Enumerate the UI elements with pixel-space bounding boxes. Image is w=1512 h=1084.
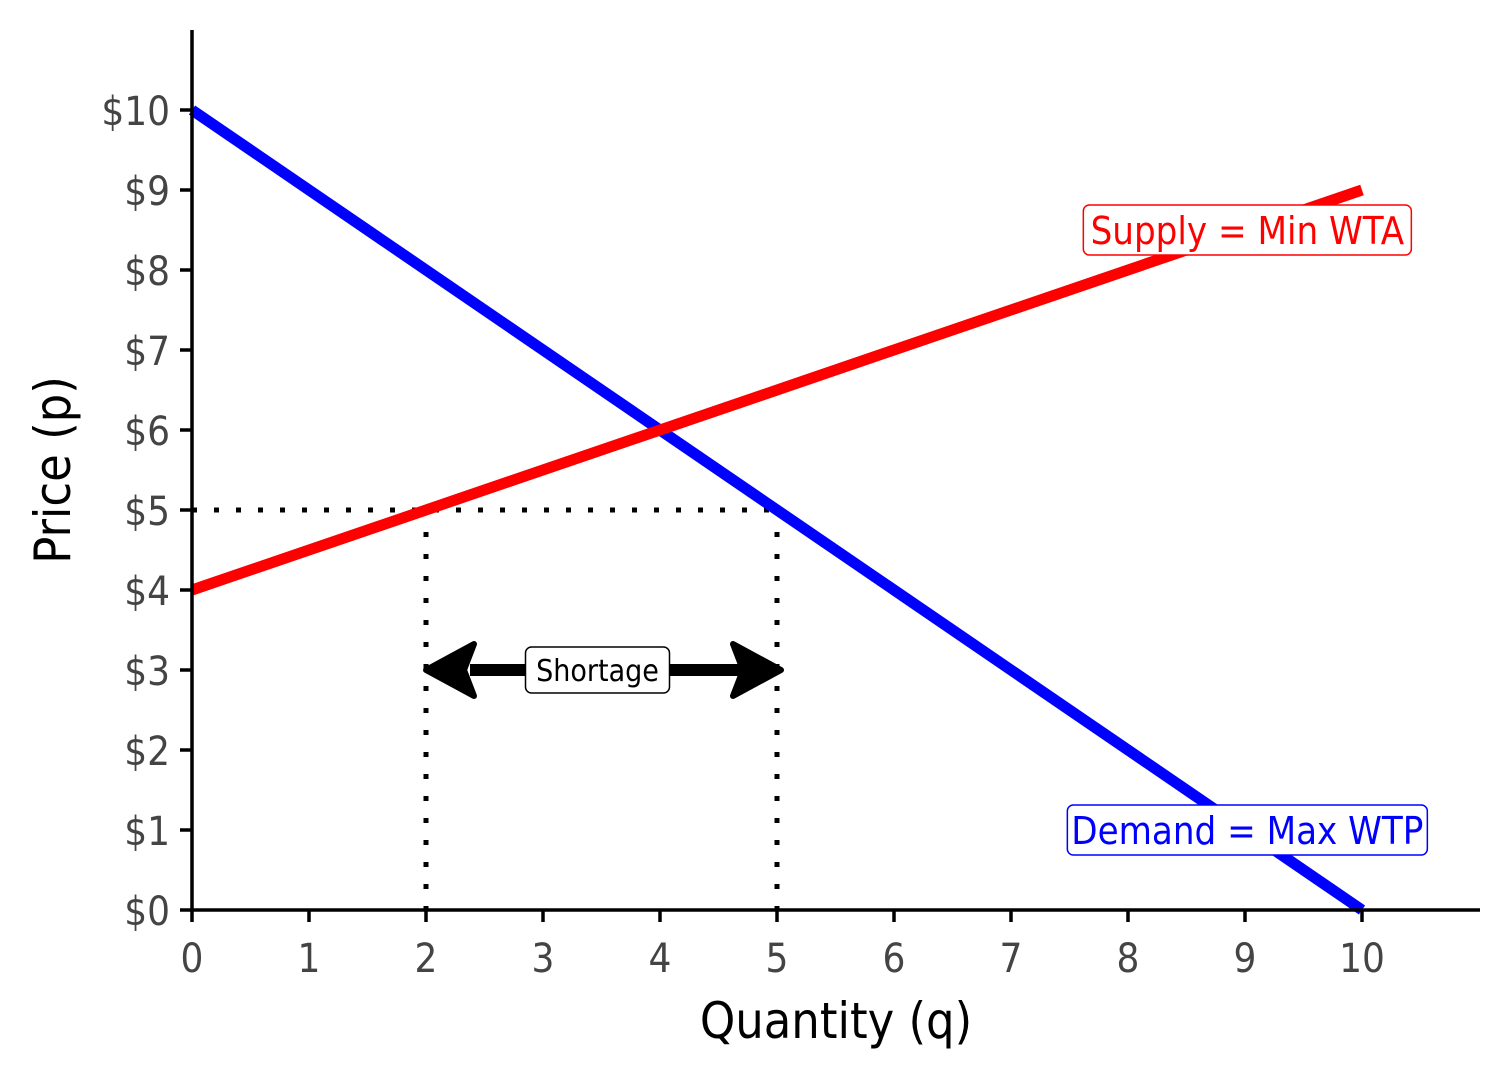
y-tick-label: $6 (124, 409, 170, 455)
y-tick-label: $1 (124, 809, 170, 855)
x-tick-label: 3 (532, 936, 555, 982)
y-tick-label: $10 (101, 89, 170, 135)
x-tick-label: 6 (883, 936, 906, 982)
x-tick-label: 9 (1234, 936, 1257, 982)
x-tick-label: 2 (415, 936, 438, 982)
x-axis-title: Quantity (q) (700, 992, 972, 1050)
y-tick-label: $7 (124, 329, 170, 375)
x-tick-label: 5 (766, 936, 789, 982)
x-tick-label: 8 (1117, 936, 1140, 982)
y-tick-label: $8 (124, 249, 170, 295)
y-tick-label: $2 (124, 729, 170, 775)
demand-label: Demand = Max WTP (1071, 809, 1423, 853)
y-tick-label: $4 (124, 569, 170, 615)
x-tick-label: 0 (181, 936, 204, 982)
y-tick-label: $3 (124, 649, 170, 695)
shortage-label: Shortage (536, 654, 659, 689)
y-tick-label: $5 (124, 489, 170, 535)
y-tick-label: $9 (124, 169, 170, 215)
x-tick-label: 4 (649, 936, 672, 982)
x-tick-label: 10 (1339, 936, 1385, 982)
y-tick-label: $0 (124, 889, 170, 935)
shortage-label-box (524, 646, 671, 694)
y-axis-title: Price (p) (24, 376, 82, 564)
arrow-right-icon (730, 641, 784, 699)
x-tick-label: 1 (298, 936, 321, 982)
supply-label-box (1082, 204, 1413, 256)
arrow-left-icon (423, 641, 477, 699)
demand-curve (188, 105, 1366, 915)
x-tick-label: 7 (1000, 936, 1023, 982)
supply-curve (190, 184, 1364, 596)
supply-label: Supply = Min WTA (1091, 209, 1405, 253)
demand-label-box (1066, 804, 1429, 856)
